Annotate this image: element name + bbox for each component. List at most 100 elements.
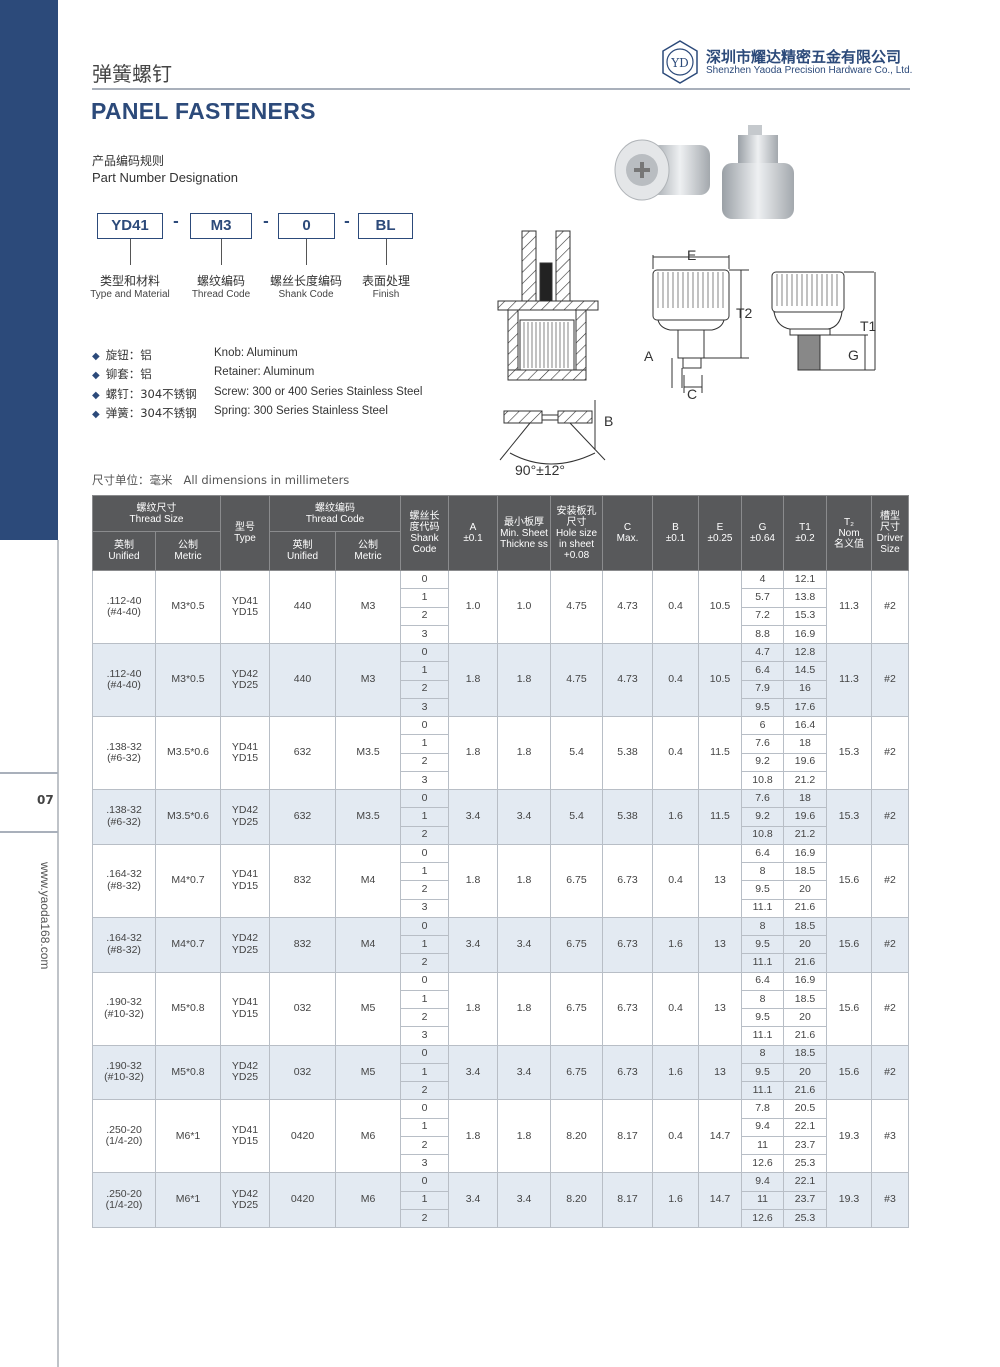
cell-a: 3.4 [448,1044,499,1101]
cell-metric: M4*0.7 [154,916,222,973]
material-cn: 螺钉：304不锈钢 [105,387,197,401]
cell-hole-size: 4.75 [550,570,604,644]
cell-t2: 19.3 [826,1172,873,1228]
dim-label-a: A [644,348,654,364]
cell-shank-code: 2 [400,953,450,973]
connector-line [306,239,307,265]
cell-e: 13 [698,1044,743,1101]
table-row: .164-32 (#8-32) M4*0.7 YD42 YD25 832 M4 0 3.4 3… [92,916,910,973]
cell-unified: .112-40 (#4-40) [92,570,156,644]
cell-g: 9.2 [741,807,785,827]
cell-code-metric: M6 [335,1099,402,1174]
table-row: 1 9.5 20 [93,934,909,955]
code-label-thread: 螺纹编码 Thread Code [166,272,276,300]
cell-code-unified: 440 [269,570,337,644]
cell-e: 10.5 [698,570,743,644]
cell-g: 8 [741,861,785,882]
technical-drawing: E T2 T1 A C G B 90°±12° [497,230,877,478]
cell-shank-code: 1 [400,661,450,681]
company-logo: YD [662,40,698,84]
cell-g: 10.8 [741,825,785,845]
header-a: A ±0.1 [448,495,499,571]
cell-metric: M6*1 [154,1172,222,1228]
cell-e: 13 [698,971,743,1046]
cell-shank-code: 1 [400,807,450,827]
cell-b: 0.4 [652,1099,700,1174]
cell-metric: M5*0.8 [154,971,222,1046]
cell-g: 8 [741,1044,785,1064]
cell-t1: 21.6 [783,898,828,918]
cell-t1: 22.1 [783,1117,828,1137]
cell-a: 1.8 [448,843,499,918]
sidebar-line [57,540,59,1367]
cell-a: 3.4 [448,789,499,845]
cell-shank-code: 3 [400,770,450,791]
table-row: 2 9.2 19.6 [93,752,909,772]
cell-g: 8.8 [741,624,785,645]
cell-metric: M3.5*0.6 [154,716,222,790]
cell-code-unified: 440 [269,643,337,717]
cell-t1: 18.5 [783,1044,828,1064]
cell-shank-code: 1 [400,1190,450,1210]
cell-driver: #2 [871,916,910,973]
cell-g: 12.6 [741,1153,785,1174]
table-row: .164-32 (#8-32) M4*0.7 YD41 YD15 832 M4 0 1.8 1… [92,843,910,918]
cell-metric: M6*1 [154,1099,222,1174]
cell-shank-code: 0 [400,843,450,864]
table-row: 2 12.6 25.3 [93,1208,909,1229]
cell-g: 11.1 [741,1026,785,1046]
cell-t1: 22.1 [783,1172,828,1192]
cell-b: 1.6 [652,916,700,973]
code-label-en: Type and Material [90,289,170,300]
cell-driver: #2 [871,570,910,644]
cell-shank-code: 1 [400,588,450,608]
cell-c: 6.73 [602,1044,654,1101]
material-item: ◆ 铆套：铝 [92,366,152,382]
cell-code-unified: 0420 [269,1172,337,1228]
cell-min-sheet: 1.0 [497,570,552,644]
cell-t1: 18 [783,734,828,754]
cell-c: 6.73 [602,916,654,973]
cell-g: 8 [741,916,785,937]
cell-c: 8.17 [602,1099,654,1174]
cell-e: 14.7 [698,1099,743,1174]
cell-shank-code: 3 [400,624,450,645]
cell-unified: .250-20 (1/4-20) [92,1099,156,1174]
cell-t1: 23.7 [783,1190,828,1210]
cell-code-unified: 0420 [269,1099,337,1174]
cell-g: 6.4 [741,843,785,864]
cell-c: 6.73 [602,971,654,1046]
material-item: ◆ 螺钉：304不锈钢 [92,386,197,402]
cell-a: 3.4 [448,1172,499,1228]
table-row: 1 5.7 13.8 [93,588,909,608]
cell-shank-code: 1 [400,861,450,882]
cell-t2: 15.6 [826,1044,873,1101]
cell-code-unified: 832 [269,916,337,973]
cell-min-sheet: 1.8 [497,971,552,1046]
cell-g: 11 [741,1135,785,1156]
cell-hole-size: 8.20 [550,1172,604,1228]
cell-driver: #2 [871,789,910,845]
specification-table: 螺纹尺寸 Thread Size 型号 Type 螺纹编码 Thread Cod… [91,495,910,1229]
cell-g: 9.5 [741,697,785,718]
cell-min-sheet: 1.8 [497,1099,552,1174]
code-label-en: Shank Code [278,289,334,300]
cell-code-metric: M3 [335,643,402,717]
cell-shank-code: 1 [400,734,450,754]
cell-t1: 21.6 [783,1026,828,1046]
header-code-unified: 英制 Unified [269,531,337,571]
cell-shank-code: 0 [400,1172,450,1192]
cell-g: 7.6 [741,734,785,754]
cell-shank-code: 2 [400,606,450,626]
code-label-cn: 螺丝长度编码 [269,274,342,288]
connector-line [386,239,387,265]
cell-driver: #2 [871,716,910,790]
page-title-cn: 弹簧螺钉 [92,62,172,86]
table-row: 1 11 23.7 [93,1190,909,1210]
cell-type: YD41 YD15 [220,716,271,790]
designation-title-en: Part Number Designation [92,170,238,185]
connector-line [130,239,131,265]
cell-type: YD42 YD25 [220,789,271,845]
header-unified: 英制 Unified [92,531,156,571]
cell-code-metric: M5 [335,971,402,1046]
